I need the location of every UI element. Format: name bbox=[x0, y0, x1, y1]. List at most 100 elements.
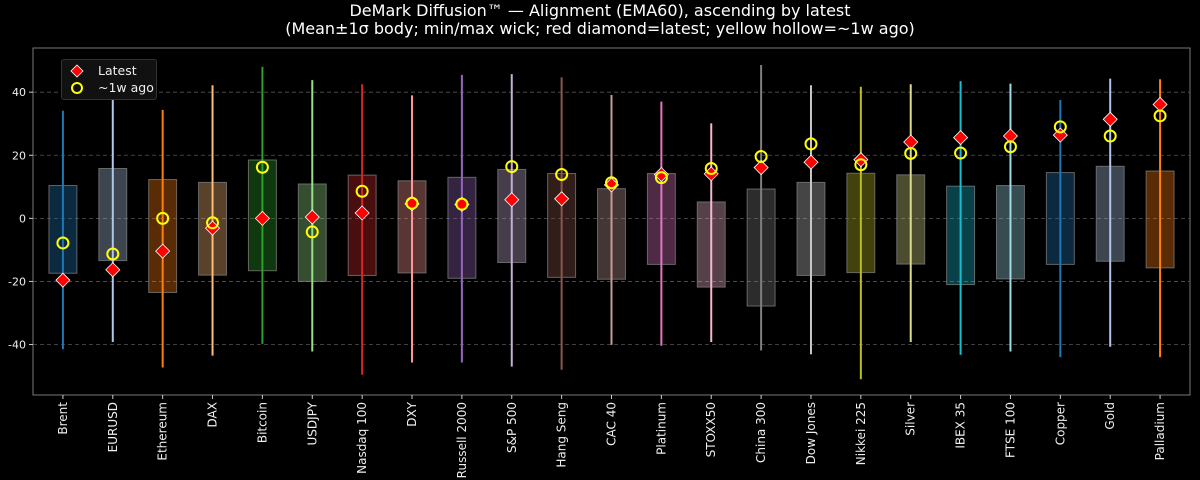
box-stoxx50 bbox=[696, 123, 726, 343]
yellow-circle-icon bbox=[71, 81, 83, 94]
y-tick-label: -40 bbox=[8, 339, 26, 352]
box-eurusd bbox=[98, 76, 128, 343]
y-tick-label: 40 bbox=[12, 86, 26, 99]
week-ago-marker bbox=[56, 236, 70, 250]
legend: Latest ~1w ago bbox=[61, 59, 157, 100]
week-ago-marker bbox=[156, 211, 170, 225]
x-tick-label: Brent bbox=[56, 402, 70, 435]
box-s-p-500 bbox=[497, 74, 527, 367]
box-copper bbox=[1045, 100, 1075, 358]
latest-marker bbox=[1152, 96, 1168, 113]
x-tick-label: Nasdaq 100 bbox=[355, 402, 369, 474]
week-ago-marker bbox=[355, 184, 369, 198]
y-tick-label: 20 bbox=[12, 149, 26, 162]
legend-label-week-ago: ~1w ago bbox=[98, 80, 154, 95]
box-ibex-35 bbox=[946, 81, 976, 355]
chart-title: DeMark Diffusion™ — Alignment (EMA60), a… bbox=[349, 1, 851, 20]
latest-marker bbox=[304, 209, 320, 225]
latest-marker bbox=[1002, 128, 1019, 144]
box-dxy bbox=[397, 95, 427, 363]
week-ago-marker bbox=[704, 162, 718, 176]
week-ago-marker bbox=[1103, 129, 1117, 143]
latest-marker bbox=[803, 154, 819, 170]
latest-marker bbox=[953, 130, 969, 146]
x-tick-label: DAX bbox=[206, 402, 220, 427]
x-tick-label: FTSE 100 bbox=[1003, 402, 1017, 458]
week-ago-marker bbox=[305, 225, 319, 239]
x-tick-label: Russell 2000 bbox=[455, 402, 469, 478]
week-ago-marker bbox=[405, 196, 419, 210]
week-ago-marker bbox=[954, 146, 968, 160]
latest-marker bbox=[554, 191, 570, 207]
x-tick-label: Silver bbox=[904, 402, 918, 436]
week-ago-marker bbox=[654, 171, 668, 185]
latest-marker bbox=[55, 272, 71, 288]
x-tick-label: DXY bbox=[405, 401, 419, 426]
latest-marker bbox=[254, 210, 270, 226]
box-dax bbox=[198, 85, 227, 356]
week-ago-marker bbox=[106, 247, 120, 261]
x-tick-label: Gold bbox=[1103, 402, 1117, 430]
latest-marker bbox=[753, 159, 769, 176]
box-silver bbox=[896, 84, 926, 343]
week-ago-marker bbox=[1153, 109, 1167, 123]
week-ago-marker bbox=[605, 176, 618, 190]
latest-marker bbox=[105, 262, 121, 278]
latest-marker bbox=[354, 205, 370, 221]
box-china-300 bbox=[746, 65, 776, 351]
week-ago-marker bbox=[455, 197, 469, 211]
week-ago-marker bbox=[854, 158, 868, 172]
x-tick-label: Copper bbox=[1053, 402, 1067, 445]
week-ago-marker bbox=[904, 146, 918, 160]
x-tick-label: USDJPY bbox=[305, 401, 319, 445]
latest-marker bbox=[155, 243, 171, 259]
x-tick-label: China 300 bbox=[754, 402, 768, 463]
week-ago-marker bbox=[754, 150, 768, 164]
x-tick-label: IBEX 35 bbox=[954, 402, 968, 449]
y-tick-label: -20 bbox=[8, 275, 26, 288]
y-tick-label: 0 bbox=[19, 212, 26, 225]
legend-item-week-ago: ~1w ago bbox=[70, 80, 154, 95]
week-ago-marker bbox=[555, 167, 569, 181]
box-dow-jones bbox=[796, 85, 826, 355]
red-diamond-icon bbox=[70, 63, 84, 78]
box-bitcoin bbox=[247, 66, 277, 344]
box-palladium bbox=[1145, 79, 1175, 358]
legend-label-latest: Latest bbox=[98, 63, 137, 78]
box-platinum bbox=[646, 101, 676, 346]
box-nikkei-225 bbox=[846, 86, 876, 380]
latest-marker bbox=[1102, 111, 1118, 127]
x-tick-label: Ethereum bbox=[156, 402, 170, 461]
x-tick-label: EURUSD bbox=[106, 402, 120, 452]
x-tick-label: Nikkei 225 bbox=[854, 402, 868, 465]
x-tick-label: Dow Jones bbox=[804, 402, 818, 464]
x-tick-label: STOXX50 bbox=[704, 402, 718, 457]
x-tick-label: S&P 500 bbox=[505, 402, 519, 453]
box-hang-seng bbox=[547, 77, 577, 370]
box-nasdaq-100 bbox=[347, 84, 377, 375]
box-cac-40 bbox=[597, 95, 626, 345]
week-ago-marker bbox=[804, 137, 818, 151]
week-ago-marker bbox=[206, 216, 220, 230]
x-tick-label: CAC 40 bbox=[605, 402, 619, 446]
chart-subtitle: (Mean±1σ body; min/max wick; red diamond… bbox=[285, 19, 915, 38]
latest-marker bbox=[504, 192, 520, 208]
x-tick-label: Platinum bbox=[654, 402, 668, 455]
week-ago-marker bbox=[255, 160, 269, 174]
box-brent bbox=[48, 110, 78, 350]
x-tick-label: Bitcoin bbox=[255, 402, 269, 443]
box-usdjpy bbox=[297, 80, 327, 352]
box-ftse-100 bbox=[996, 83, 1025, 352]
x-tick-label: Hang Seng bbox=[555, 402, 569, 468]
latest-marker bbox=[653, 166, 669, 183]
legend-item-latest: Latest bbox=[70, 63, 137, 78]
box-russell-2000 bbox=[447, 74, 477, 363]
week-ago-marker bbox=[505, 160, 519, 174]
week-ago-marker bbox=[1053, 120, 1067, 134]
week-ago-marker bbox=[1003, 140, 1017, 154]
x-tick-label: Palladium bbox=[1153, 402, 1167, 460]
box-gold bbox=[1095, 78, 1125, 347]
latest-marker bbox=[903, 134, 919, 150]
box-ethereum bbox=[148, 109, 178, 368]
